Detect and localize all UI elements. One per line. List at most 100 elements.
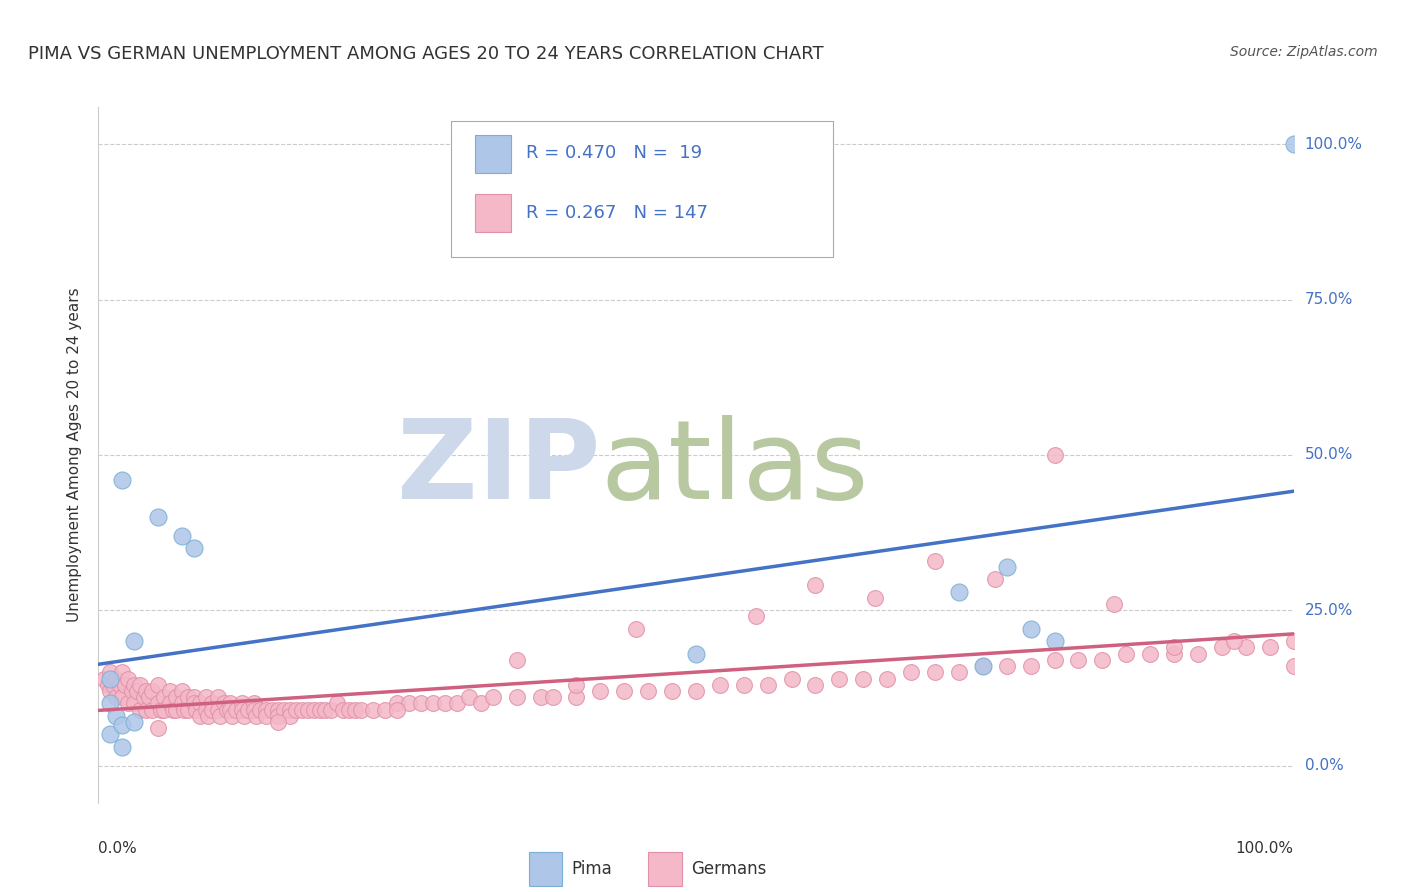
- Point: [124, 714, 146, 729]
- Point: [1258, 640, 1281, 655]
- Point: [804, 678, 827, 692]
- Point: [231, 697, 253, 711]
- Bar: [648, 852, 682, 887]
- Text: Pima: Pima: [572, 860, 613, 878]
- Point: [124, 634, 146, 648]
- Point: [1019, 659, 1042, 673]
- Point: [98, 665, 122, 680]
- Point: [541, 690, 564, 705]
- Point: [260, 703, 283, 717]
- Point: [243, 703, 266, 717]
- Point: [1163, 647, 1185, 661]
- Point: [613, 684, 636, 698]
- Point: [141, 684, 163, 698]
- Point: [245, 708, 267, 723]
- Point: [111, 473, 134, 487]
- Point: [98, 727, 122, 741]
- Point: [172, 697, 194, 711]
- Point: [177, 703, 200, 717]
- Point: [972, 659, 994, 673]
- Point: [148, 697, 170, 711]
- Point: [207, 690, 229, 705]
- Point: [135, 703, 157, 717]
- Point: [1163, 640, 1185, 655]
- Point: [148, 721, 170, 735]
- Point: [125, 684, 148, 698]
- Point: [852, 672, 875, 686]
- Point: [339, 703, 361, 717]
- Point: [308, 703, 330, 717]
- Point: [876, 672, 898, 686]
- Point: [111, 739, 134, 754]
- Point: [105, 690, 128, 705]
- Point: [780, 672, 803, 686]
- Point: [398, 697, 420, 711]
- Point: [506, 690, 529, 705]
- Point: [685, 647, 707, 661]
- Point: [315, 703, 337, 717]
- Point: [153, 703, 176, 717]
- Point: [374, 703, 396, 717]
- Text: Germans: Germans: [692, 860, 766, 878]
- Point: [733, 678, 755, 692]
- Point: [804, 578, 827, 592]
- Point: [1282, 659, 1305, 673]
- Point: [124, 678, 146, 692]
- Text: R = 0.470   N =  19: R = 0.470 N = 19: [526, 144, 703, 162]
- Point: [637, 684, 659, 698]
- Point: [924, 665, 946, 680]
- Point: [233, 708, 256, 723]
- Point: [129, 703, 152, 717]
- Point: [159, 697, 181, 711]
- Point: [363, 703, 385, 717]
- Point: [148, 510, 170, 524]
- Text: ZIP: ZIP: [396, 416, 600, 523]
- Point: [709, 678, 731, 692]
- Point: [212, 697, 235, 711]
- Point: [995, 559, 1018, 574]
- Point: [326, 697, 349, 711]
- Point: [565, 678, 588, 692]
- Point: [111, 690, 134, 705]
- Y-axis label: Unemployment Among Ages 20 to 24 years: Unemployment Among Ages 20 to 24 years: [67, 287, 83, 623]
- Point: [153, 690, 176, 705]
- Point: [1019, 622, 1042, 636]
- Point: [121, 684, 143, 698]
- Text: PIMA VS GERMAN UNEMPLOYMENT AMONG AGES 20 TO 24 YEARS CORRELATION CHART: PIMA VS GERMAN UNEMPLOYMENT AMONG AGES 2…: [28, 45, 824, 62]
- Text: 0.0%: 0.0%: [98, 841, 138, 856]
- Point: [1091, 653, 1114, 667]
- Point: [273, 703, 295, 717]
- Point: [249, 703, 271, 717]
- Point: [995, 659, 1018, 673]
- Point: [470, 697, 492, 711]
- Point: [565, 690, 588, 705]
- Point: [138, 690, 160, 705]
- Point: [297, 703, 319, 717]
- Bar: [529, 852, 562, 887]
- Bar: [475, 135, 510, 173]
- Point: [481, 690, 505, 705]
- Bar: [475, 194, 510, 232]
- Point: [165, 703, 187, 717]
- Point: [1282, 137, 1305, 152]
- Point: [129, 678, 152, 692]
- Point: [207, 703, 229, 717]
- Point: [1234, 640, 1257, 655]
- Point: [254, 708, 277, 723]
- Point: [188, 708, 211, 723]
- Point: [1104, 597, 1126, 611]
- Point: [267, 703, 290, 717]
- Point: [589, 684, 612, 698]
- Point: [661, 684, 683, 698]
- Point: [141, 703, 163, 717]
- Point: [278, 703, 301, 717]
- Point: [1043, 634, 1066, 648]
- Point: [221, 708, 243, 723]
- Point: [948, 584, 970, 599]
- Point: [1282, 634, 1305, 648]
- FancyBboxPatch shape: [451, 121, 834, 257]
- Text: 50.0%: 50.0%: [1305, 448, 1353, 462]
- Point: [98, 697, 122, 711]
- Point: [124, 697, 146, 711]
- Point: [97, 678, 120, 692]
